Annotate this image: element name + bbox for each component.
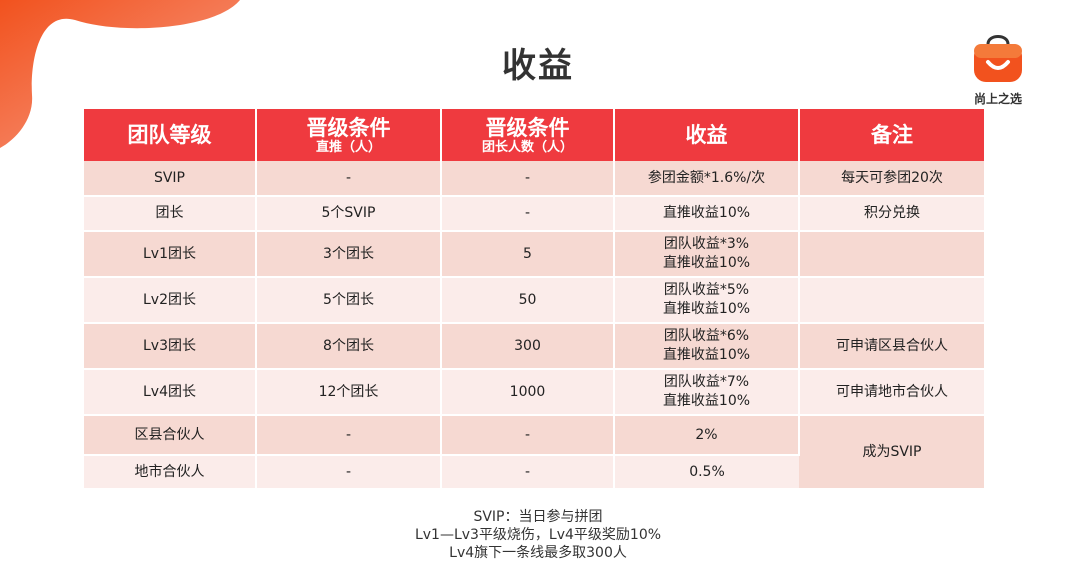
cell-leaders: 5 [441, 231, 615, 278]
cell-level: Lv3团长 [84, 323, 257, 370]
header-direct: 晋级条件 直推（人） [256, 109, 442, 161]
logo-text: 尚上之选 [973, 92, 1022, 106]
cell-note [799, 231, 984, 278]
cell-direct: 3个团长 [256, 231, 442, 278]
cell-leaders: - [441, 455, 615, 490]
header-income: 收益 [614, 109, 800, 161]
cell-direct: 5个SVIP [256, 196, 442, 232]
footnotes: SVIP：当日参与拼团 Lv1—Lv3平级烧伤，Lv4平级奖励10% Lv4旗下… [0, 508, 1076, 562]
cell-note [799, 277, 984, 324]
cell-direct: 8个团长 [256, 323, 442, 370]
cell-leaders: - [441, 415, 615, 456]
header-level: 团队等级 [84, 109, 257, 161]
table-row: 区县合伙人 - - 2% 成为SVIP [84, 415, 984, 490]
cell-note: 可申请地市合伙人 [799, 369, 984, 416]
cell-leaders: 300 [441, 323, 615, 370]
cell-income: 团队收益*5% 直推收益10% [614, 277, 800, 324]
header-note: 备注 [799, 109, 984, 161]
cell-direct: 12个团长 [256, 369, 442, 416]
cell-income: 团队收益*6% 直推收益10% [614, 323, 800, 370]
cell-income: 0.5% [614, 455, 799, 490]
table-row: Lv3团长 8个团长 300 团队收益*6% 直推收益10% 可申请区县合伙人 [84, 323, 984, 370]
table-row: 地市合伙人 - - 0.5% [84, 455, 984, 490]
table-row: 团长 5个SVIP - 直推收益10% 积分兑换 [84, 196, 984, 232]
cell-income: 参团金额*1.6%/次 [614, 161, 800, 197]
cell-level: Lv1团长 [84, 231, 257, 278]
brand-logo: 尚上之选 [962, 32, 1034, 106]
footnote-line: SVIP：当日参与拼团 [473, 509, 603, 525]
cell-direct: 5个团长 [256, 277, 442, 324]
cell-level: 区县合伙人 [84, 415, 257, 456]
table-row: Lv4团长 12个团长 1000 团队收益*7% 直推收益10% 可申请地市合伙人 [84, 369, 984, 416]
cell-income: 团队收益*3% 直推收益10% [614, 231, 800, 278]
cell-level: Lv2团长 [84, 277, 257, 324]
cell-level: Lv4团长 [84, 369, 257, 416]
table-row: Lv2团长 5个团长 50 团队收益*5% 直推收益10% [84, 277, 984, 324]
cell-direct: - [256, 455, 442, 490]
cell-leaders: 50 [441, 277, 615, 324]
cell-income: 2% [614, 415, 800, 456]
cell-note: 成为SVIP [799, 415, 984, 490]
cell-direct: - [256, 415, 442, 456]
header-leaders: 晋级条件 团长人数（人） [441, 109, 615, 161]
decorative-corner-blob [0, 0, 240, 148]
cell-direct: - [256, 161, 442, 197]
table-row: SVIP - - 参团金额*1.6%/次 每天可参团20次 [84, 161, 984, 197]
cell-level: 团长 [84, 196, 257, 232]
cell-leaders: - [441, 196, 615, 232]
page-title: 收益 [502, 46, 574, 86]
cell-note: 每天可参团20次 [799, 161, 984, 197]
cell-level: SVIP [84, 161, 257, 197]
footnote-line: Lv4旗下一条线最多取300人 [449, 545, 627, 561]
table-row: Lv1团长 3个团长 5 团队收益*3% 直推收益10% [84, 231, 984, 278]
cell-level: 地市合伙人 [84, 455, 257, 490]
cell-leaders: - [441, 161, 615, 197]
shopping-bag-icon [974, 35, 1022, 82]
rank-income-table: 团队等级 晋级条件 直推（人） 晋级条件 团长人数（人） 收益 备注 SVIP - … [84, 109, 984, 490]
cell-leaders: 1000 [441, 369, 615, 416]
cell-income: 直推收益10% [614, 196, 800, 232]
cell-note: 积分兑换 [799, 196, 984, 232]
table-header-row: 团队等级 晋级条件 直推（人） 晋级条件 团长人数（人） 收益 备注 [84, 109, 984, 161]
footnote-line: Lv1—Lv3平级烧伤，Lv4平级奖励10% [414, 527, 662, 543]
cell-income: 团队收益*7% 直推收益10% [614, 369, 800, 416]
cell-note: 可申请区县合伙人 [799, 323, 984, 370]
